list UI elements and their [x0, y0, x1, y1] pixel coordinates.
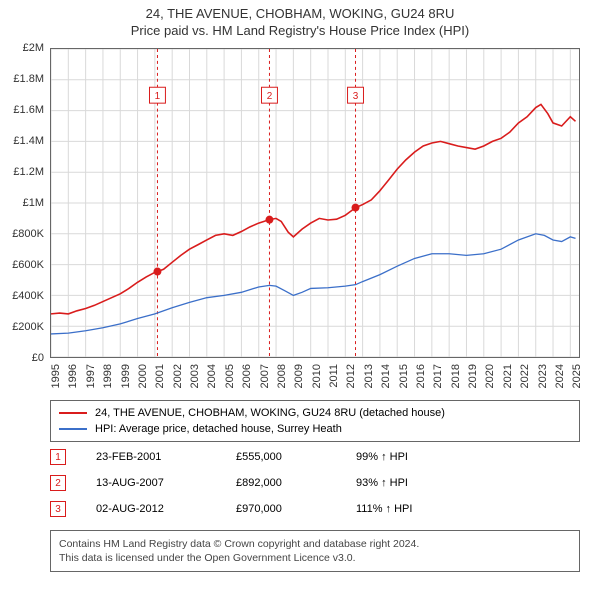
svg-text:1: 1 [155, 91, 161, 102]
x-tick-label: 2010 [311, 364, 323, 388]
plot-svg: 1 2 3 [51, 49, 579, 357]
sale-marker-box: 2 [50, 475, 66, 491]
x-tick-label: 2000 [137, 364, 149, 388]
title-address: 24, THE AVENUE, CHOBHAM, WOKING, GU24 8R… [0, 6, 600, 21]
chart-plot-area: 1 2 3 [50, 48, 580, 358]
x-tick-label: 2023 [537, 364, 549, 388]
footer: Contains HM Land Registry data © Crown c… [50, 530, 580, 572]
x-tick-label: 2013 [363, 364, 375, 388]
title-block: 24, THE AVENUE, CHOBHAM, WOKING, GU24 8R… [0, 0, 600, 42]
y-tick-label: £600K [12, 259, 44, 271]
x-tick-label: 1999 [120, 364, 132, 388]
legend-swatch [59, 412, 87, 414]
legend-row: 24, THE AVENUE, CHOBHAM, WOKING, GU24 8R… [59, 405, 571, 421]
sale-pct: 111% ↑ HPI [356, 503, 516, 515]
legend-label: HPI: Average price, detached house, Surr… [95, 423, 342, 435]
y-tick-label: £1.2M [13, 166, 44, 178]
y-tick-label: £2M [23, 42, 44, 54]
x-tick-label: 2002 [172, 364, 184, 388]
y-tick-label: £800K [12, 228, 44, 240]
x-tick-label: 2024 [554, 364, 566, 388]
x-tick-label: 2003 [189, 364, 201, 388]
svg-text:3: 3 [353, 91, 359, 102]
y-tick-label: £1.8M [13, 73, 44, 85]
x-tick-label: 1996 [67, 364, 79, 388]
x-tick-label: 1997 [85, 364, 97, 388]
sale-pct: 99% ↑ HPI [356, 451, 516, 463]
legend: 24, THE AVENUE, CHOBHAM, WOKING, GU24 8R… [50, 400, 580, 442]
sales-row: 3 02-AUG-2012£970,000111% ↑ HPI [50, 496, 580, 522]
sale-price: £970,000 [236, 503, 356, 515]
x-tick-label: 2014 [380, 364, 392, 388]
sales-table: 1 23-FEB-2001£555,00099% ↑ HPI 2 13-AUG-200… [50, 444, 580, 522]
sale-date: 02-AUG-2012 [96, 503, 236, 515]
sale-marker-box: 3 [50, 501, 66, 517]
x-tick-label: 2008 [276, 364, 288, 388]
y-tick-label: £1.6M [13, 104, 44, 116]
y-tick-label: £200K [12, 321, 44, 333]
x-tick-label: 2016 [415, 364, 427, 388]
x-tick-label: 2001 [154, 364, 166, 388]
x-tick-label: 2007 [259, 364, 271, 388]
x-tick-label: 2020 [484, 364, 496, 388]
x-tick-label: 2018 [450, 364, 462, 388]
sale-price: £892,000 [236, 477, 356, 489]
sale-pct: 93% ↑ HPI [356, 477, 516, 489]
sales-row: 1 23-FEB-2001£555,00099% ↑ HPI [50, 444, 580, 470]
footer-line1: Contains HM Land Registry data © Crown c… [59, 537, 571, 551]
sale-date: 13-AUG-2007 [96, 477, 236, 489]
y-tick-label: £0 [32, 352, 44, 364]
sale-marker-box: 1 [50, 449, 66, 465]
legend-swatch [59, 428, 87, 430]
y-tick-label: £400K [12, 290, 44, 302]
x-tick-label: 2011 [328, 364, 340, 388]
x-tick-label: 1995 [50, 364, 62, 388]
y-axis: £0£200K£400K£600K£800K£1M£1.2M£1.4M£1.6M… [0, 48, 48, 358]
chart-container: 24, THE AVENUE, CHOBHAM, WOKING, GU24 8R… [0, 0, 600, 590]
title-subtitle: Price paid vs. HM Land Registry's House … [0, 23, 600, 38]
x-tick-label: 2022 [519, 364, 531, 388]
legend-row: HPI: Average price, detached house, Surr… [59, 421, 571, 437]
x-tick-label: 2019 [467, 364, 479, 388]
sale-date: 23-FEB-2001 [96, 451, 236, 463]
x-tick-label: 2021 [502, 364, 514, 388]
x-tick-label: 1998 [102, 364, 114, 388]
svg-text:2: 2 [267, 91, 273, 102]
x-tick-label: 2017 [432, 364, 444, 388]
x-tick-label: 2012 [345, 364, 357, 388]
x-tick-label: 2025 [571, 364, 583, 388]
sales-row: 2 13-AUG-2007£892,00093% ↑ HPI [50, 470, 580, 496]
x-tick-label: 2005 [224, 364, 236, 388]
x-tick-label: 2015 [398, 364, 410, 388]
legend-label: 24, THE AVENUE, CHOBHAM, WOKING, GU24 8R… [95, 407, 445, 419]
x-axis: 1995 1996 1997 1998 1999 2000 2001 2002 2003 2004… [50, 360, 580, 400]
sale-price: £555,000 [236, 451, 356, 463]
x-tick-label: 2006 [241, 364, 253, 388]
x-tick-label: 2009 [293, 364, 305, 388]
y-tick-label: £1M [23, 197, 44, 209]
footer-line2: This data is licensed under the Open Gov… [59, 551, 571, 565]
y-tick-label: £1.4M [13, 135, 44, 147]
x-tick-label: 2004 [206, 364, 218, 388]
